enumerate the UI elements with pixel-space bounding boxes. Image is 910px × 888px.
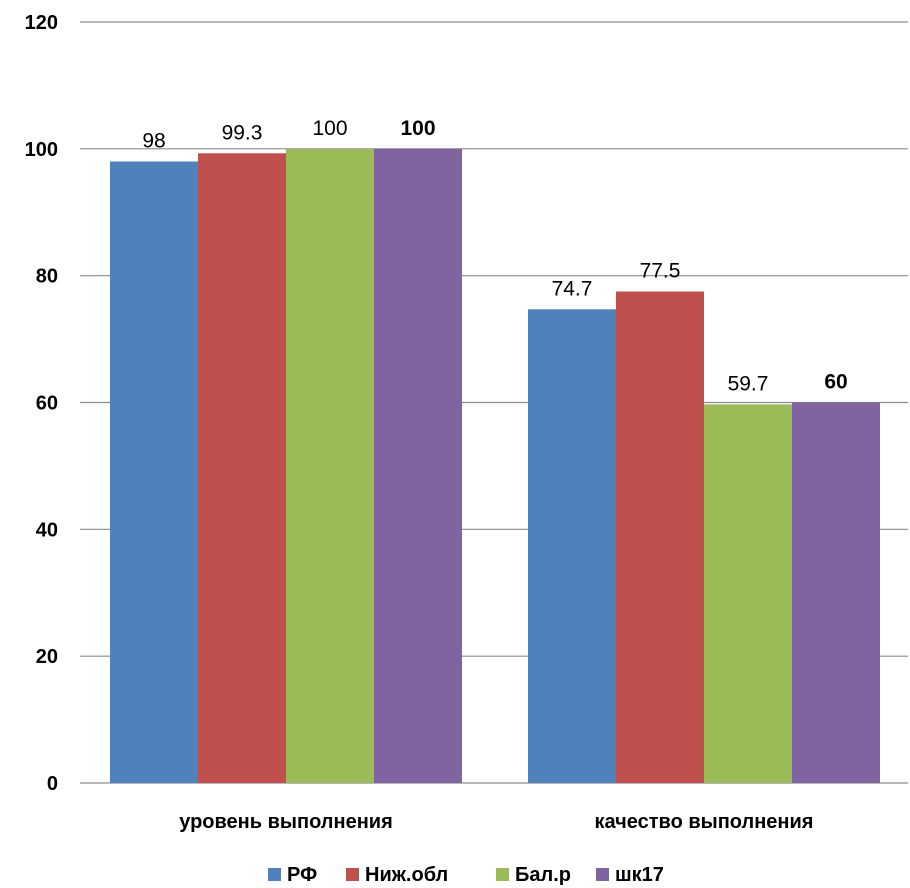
y-tick-label: 20 bbox=[36, 646, 58, 668]
legend-swatch bbox=[268, 868, 281, 881]
legend-label: Ниж.обл bbox=[365, 864, 448, 886]
category-label: уровень выполнения bbox=[179, 811, 393, 833]
legend-item-РФ: РФ bbox=[268, 864, 317, 886]
legend: РФ Ниж.обл Бал.р шк17 bbox=[268, 864, 664, 886]
bars bbox=[110, 148, 880, 784]
y-tick-label: 120 bbox=[25, 12, 58, 34]
bar-Ниж.обл-2 bbox=[616, 291, 704, 783]
data-label: 100 bbox=[400, 117, 435, 140]
legend-item-Бал.р: Бал.р bbox=[496, 864, 571, 886]
y-tick-label: 100 bbox=[25, 139, 58, 161]
data-label: 77.5 bbox=[640, 260, 681, 283]
bar-Бал.р-2 bbox=[704, 404, 792, 783]
data-label: 100 bbox=[312, 117, 347, 140]
legend-swatch bbox=[496, 868, 509, 881]
bar-РФ-2 bbox=[528, 309, 616, 783]
bar-Ниж.обл-1 bbox=[198, 153, 286, 783]
bar-Бал.р-1 bbox=[286, 148, 374, 784]
data-label: 74.7 bbox=[552, 277, 593, 300]
legend-label: Бал.р bbox=[515, 864, 571, 886]
category-labels: уровень выполнения качество выполнения bbox=[179, 811, 813, 833]
y-tick-label: 40 bbox=[36, 519, 58, 541]
legend-swatch bbox=[596, 868, 609, 881]
bar-РФ-1 bbox=[110, 161, 198, 783]
legend-label: РФ bbox=[287, 864, 317, 886]
y-axis-ticks: 0 20 40 60 80 100 120 bbox=[25, 12, 58, 795]
y-tick-label: 60 bbox=[36, 393, 58, 415]
y-tick-label: 0 bbox=[47, 773, 58, 795]
y-tick-label: 80 bbox=[36, 266, 58, 288]
data-label: 59.7 bbox=[728, 372, 769, 395]
data-label: 98 bbox=[142, 130, 165, 153]
legend-label: шк17 bbox=[615, 864, 664, 886]
category-label: качество выполнения bbox=[595, 811, 814, 833]
legend-item-шк17: шк17 bbox=[596, 864, 664, 886]
data-label: 60 bbox=[824, 371, 847, 394]
legend-swatch bbox=[346, 868, 359, 881]
data-labels: 98 74.7 99.3 77.5 100 59.7 100 60 bbox=[142, 117, 847, 396]
data-label: 99.3 bbox=[222, 121, 263, 144]
legend-item-Ниж.обл: Ниж.обл bbox=[346, 864, 448, 886]
bar-шк17-2 bbox=[792, 402, 880, 783]
bar-шк17-1 bbox=[374, 148, 462, 784]
